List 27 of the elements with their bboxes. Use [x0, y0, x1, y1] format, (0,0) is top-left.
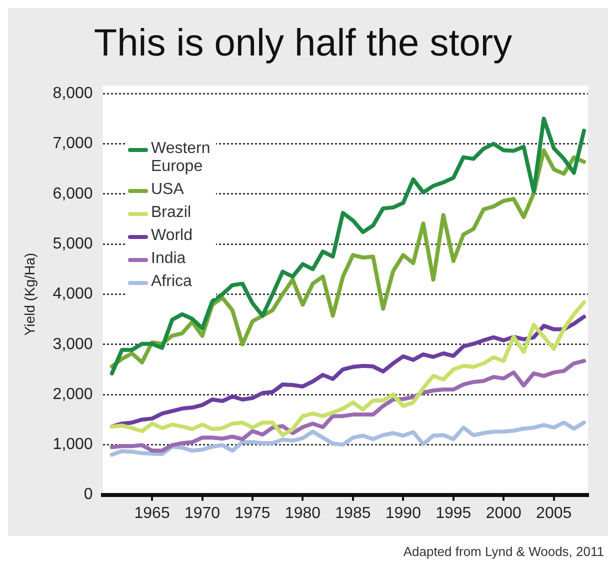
chart-title: This is only half the story: [94, 22, 512, 64]
x-tick-label: 1970: [184, 504, 220, 522]
y-tick-label: 1,000: [52, 436, 93, 454]
y-tick-label: 6,000: [52, 185, 93, 202]
x-tick-label: 1975: [234, 504, 270, 522]
x-tick-label: 1980: [284, 504, 321, 522]
x-tick-label: 1985: [335, 504, 371, 522]
legend-label: Africa: [151, 273, 192, 291]
y-tick-label: 4,000: [52, 286, 93, 303]
y-tick-label: 5,000: [52, 235, 93, 252]
y-tick-label: 2,000: [52, 386, 93, 403]
x-tick-label: 1965: [134, 504, 170, 522]
x-tick-label: 2005: [536, 504, 572, 522]
x-tick-label: 1995: [436, 504, 472, 522]
x-tick-label: 1990: [385, 504, 422, 522]
y-tick-label: 0: [84, 486, 93, 504]
legend-label: Brazil: [151, 204, 192, 222]
legend-label: India: [151, 250, 186, 268]
legend-label: World: [151, 227, 192, 245]
x-tick-label: 2000: [486, 504, 522, 522]
y-tick-label: 3,000: [52, 336, 93, 353]
y-tick-label: 8,000: [52, 85, 93, 102]
text: Adapted from Lynd & Woods, 2011: [403, 544, 604, 559]
y-axis-title: Yield (Kg/Ha): [21, 252, 38, 336]
y-tick-label: 7,000: [52, 135, 93, 152]
legend-label: USA: [151, 181, 184, 199]
legend-label: Western Europe: [151, 140, 212, 176]
